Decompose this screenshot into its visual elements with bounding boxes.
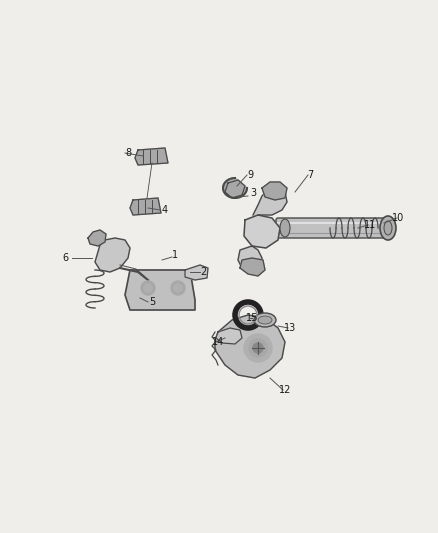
Ellipse shape: [380, 216, 396, 240]
Text: 5: 5: [149, 297, 155, 307]
Text: 9: 9: [247, 170, 253, 180]
Polygon shape: [244, 215, 280, 248]
Text: 15: 15: [246, 313, 258, 323]
Polygon shape: [225, 180, 245, 198]
Ellipse shape: [280, 219, 290, 237]
Polygon shape: [125, 270, 195, 310]
Polygon shape: [216, 328, 242, 344]
Text: 12: 12: [279, 385, 291, 395]
Circle shape: [144, 284, 152, 292]
Text: 2: 2: [200, 267, 206, 277]
Circle shape: [253, 343, 263, 353]
Circle shape: [174, 284, 182, 292]
Circle shape: [141, 281, 155, 295]
Ellipse shape: [254, 313, 276, 327]
Text: 4: 4: [162, 205, 168, 215]
Polygon shape: [88, 230, 106, 246]
Text: 1: 1: [172, 250, 178, 260]
Polygon shape: [215, 315, 285, 378]
Text: 7: 7: [307, 170, 313, 180]
Polygon shape: [240, 258, 265, 276]
Polygon shape: [95, 238, 130, 272]
Polygon shape: [262, 182, 287, 200]
Text: 14: 14: [212, 337, 224, 347]
Polygon shape: [253, 188, 287, 215]
Circle shape: [244, 334, 272, 362]
Polygon shape: [135, 148, 168, 165]
Text: 3: 3: [250, 188, 256, 198]
Text: 6: 6: [62, 253, 68, 263]
FancyBboxPatch shape: [276, 218, 392, 238]
Text: 13: 13: [284, 323, 296, 333]
Ellipse shape: [258, 316, 272, 324]
Polygon shape: [130, 198, 161, 215]
Polygon shape: [223, 178, 247, 198]
Text: 10: 10: [392, 213, 404, 223]
Polygon shape: [238, 246, 262, 272]
Text: 8: 8: [125, 148, 131, 158]
Ellipse shape: [384, 221, 392, 235]
Polygon shape: [185, 265, 208, 280]
Text: 11: 11: [364, 220, 376, 230]
Circle shape: [171, 281, 185, 295]
Circle shape: [249, 339, 267, 357]
